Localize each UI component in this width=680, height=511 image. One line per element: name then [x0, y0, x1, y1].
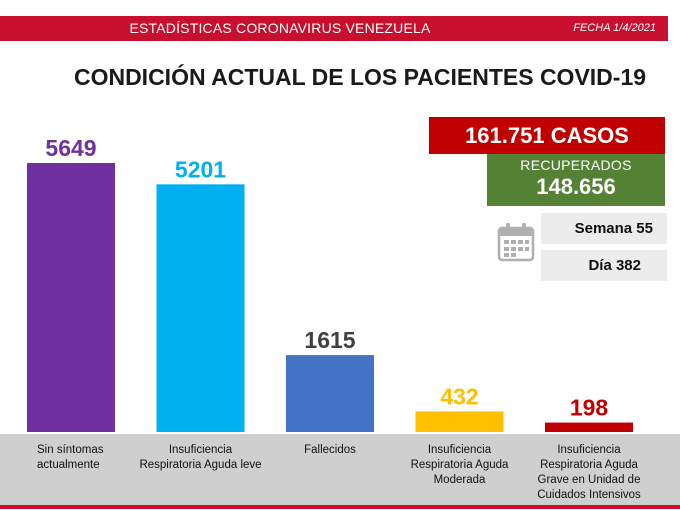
- bar-grave: [545, 422, 633, 432]
- x-tick-label-grave: Insuficiencia Respiratoria Aguda Grave e…: [537, 444, 641, 501]
- bar-moderada: [415, 411, 504, 432]
- bar-sin-sintomas: [27, 163, 115, 432]
- x-tick-label-leve: Insuficiencia Respiratoria Aguda leve: [139, 444, 262, 471]
- recovered-box: RECUPERADOS 148.656: [487, 154, 665, 206]
- x-tick-label-fallecidos: Fallecidos: [304, 444, 356, 456]
- recovered-value: 148.656: [536, 174, 616, 199]
- bar-fallecidos: [286, 355, 374, 432]
- category-strip: [0, 434, 680, 506]
- bar-value-label-grave: 198: [570, 395, 609, 421]
- header-date: FECHA 1/4/2021: [573, 22, 656, 34]
- page-title: CONDICIÓN ACTUAL DE LOS PACIENTES COVID-…: [73, 64, 647, 90]
- bar-value-label-leve: 5201: [175, 156, 226, 182]
- bar-value-label-moderada: 432: [440, 383, 478, 409]
- x-tick-label-sin-sintomas: Sin síntomas actualmente: [37, 444, 104, 471]
- bottom-divider: [0, 505, 680, 509]
- bar-leve: [156, 184, 245, 432]
- day-box: Día 382: [541, 250, 667, 281]
- recovered-label: RECUPERADOS: [520, 157, 632, 173]
- cases-total-box: 161.751 CASOS: [429, 117, 665, 154]
- bar-value-label-sin-sintomas: 5649: [45, 135, 96, 161]
- week-box: Semana 55: [541, 213, 667, 244]
- x-tick-label-moderada: Insuficiencia Respiratoria Aguda Moderad…: [410, 444, 509, 486]
- header-title: ESTADÍSTICAS CORONAVIRUS VENEZUELA: [129, 20, 431, 36]
- calendar-icon: [497, 223, 535, 262]
- bar-value-label-fallecidos: 1615: [304, 327, 355, 353]
- header-bar: ESTADÍSTICAS CORONAVIRUS VENEZUELA FECHA…: [0, 16, 668, 41]
